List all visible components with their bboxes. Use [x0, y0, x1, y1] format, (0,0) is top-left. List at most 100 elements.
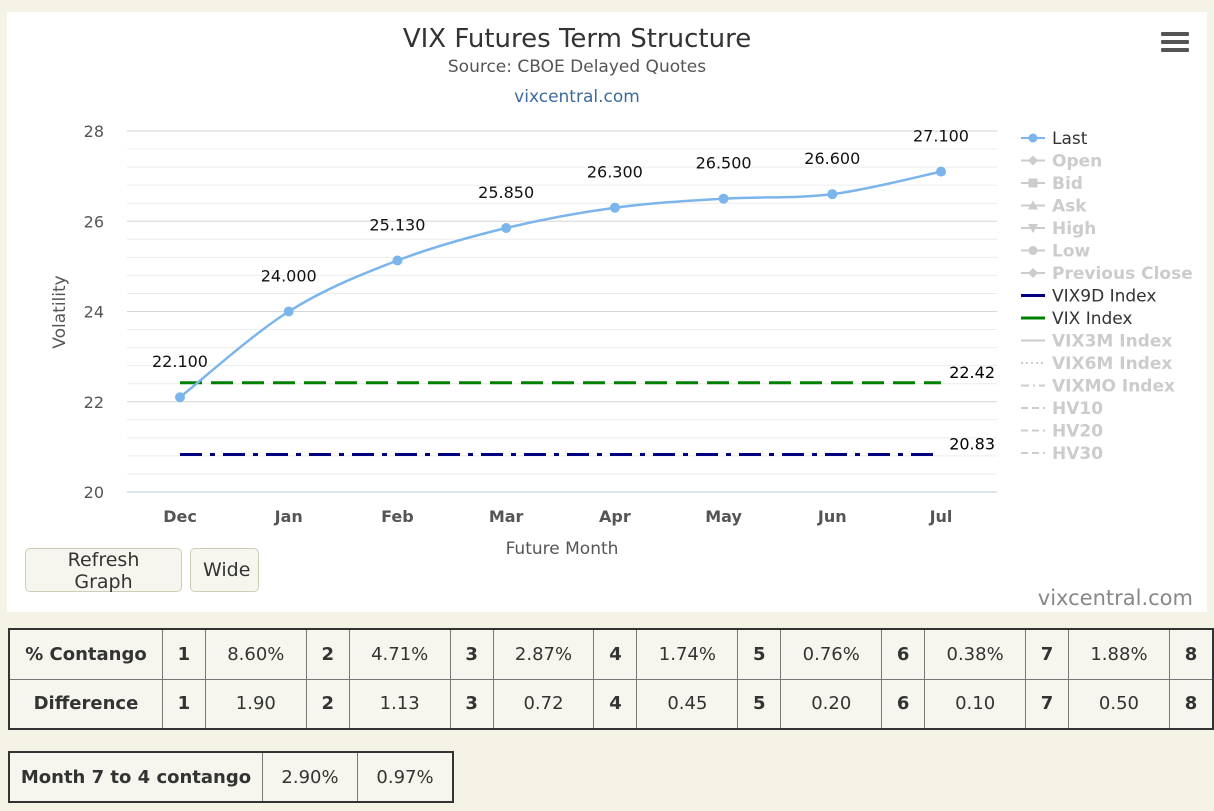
- legend-label: VIX6M Index: [1052, 354, 1172, 374]
- contango-table: % Contango 1 8.60% 2 4.71% 3 2.87% 4 1.7…: [8, 628, 1214, 730]
- last-data-point: [392, 255, 403, 266]
- legend-label: VIX Index: [1052, 309, 1133, 329]
- legend-item-vix9d-index[interactable]: VIX9D Index: [1021, 287, 1156, 307]
- legend-label: HV10: [1052, 399, 1103, 419]
- legend-label: VIXMO Index: [1052, 377, 1175, 397]
- x-tick-label: Mar: [489, 507, 524, 526]
- legend-marker: [1028, 224, 1038, 233]
- legend-item-high[interactable]: High: [1021, 219, 1096, 239]
- month-number: 2: [305, 628, 350, 680]
- wide-button[interactable]: Wide: [190, 548, 259, 592]
- watermark: vixcentral.com: [1037, 586, 1193, 610]
- axis-layer: 20 22 24 26 28 Dec Jan Feb Mar Apr May Jun Jul: [84, 122, 997, 526]
- vix-index-label: 22.42: [949, 363, 995, 382]
- hamburger-menu-icon[interactable]: [1161, 32, 1189, 56]
- legend-item-vix3m-index[interactable]: VIX3M Index: [1021, 332, 1172, 352]
- y-tick-label: 24: [84, 303, 104, 322]
- last-data-label: 24.000: [261, 267, 317, 286]
- legend-label: Last: [1052, 129, 1088, 149]
- last-data-point: [936, 166, 946, 177]
- month-number: 4: [593, 628, 638, 680]
- month-number: 8: [1168, 678, 1214, 730]
- contango-value: 1.74%: [636, 628, 739, 680]
- table-row: % Contango 1 8.60% 2 4.71% 3 2.87% 4 1.7…: [8, 628, 1214, 680]
- y-tick-label: 20: [84, 483, 104, 502]
- x-tick-label: May: [705, 507, 742, 526]
- contango-value: 1.88%: [1068, 628, 1170, 680]
- legend-item-hv30[interactable]: HV30: [1021, 444, 1103, 464]
- month-number: 3: [449, 628, 494, 680]
- y-tick-label: 28: [84, 122, 104, 141]
- last-data-label: 25.850: [478, 183, 534, 202]
- last-data-label: 25.130: [369, 216, 425, 235]
- month-number: 4: [593, 678, 638, 730]
- legend-item-bid[interactable]: Bid: [1021, 174, 1083, 194]
- x-tick-label: Apr: [599, 507, 631, 526]
- row-header: Difference: [8, 678, 163, 730]
- x-tick-label: Jan: [274, 507, 303, 526]
- legend-label: High: [1052, 219, 1096, 239]
- legend-marker: [1028, 133, 1038, 143]
- legend-marker: [1028, 155, 1038, 166]
- legend-item-ask[interactable]: Ask: [1021, 197, 1087, 217]
- difference-value: 0.20: [780, 678, 883, 730]
- contango-value: 0.38%: [924, 628, 1027, 680]
- contango-value: 2.87%: [492, 628, 595, 680]
- month-number: 1: [161, 628, 206, 680]
- month-number: 6: [881, 678, 926, 730]
- term-structure-chart: VIX Futures Term Structure Source: CBOE …: [50, 24, 1193, 559]
- row-header: % Contango: [8, 628, 163, 680]
- difference-value: 0.10: [924, 678, 1027, 730]
- legend-label: Bid: [1052, 174, 1083, 194]
- chart-subtitle: Source: CBOE Delayed Quotes: [448, 57, 706, 77]
- legend-item-hv20[interactable]: HV20: [1021, 422, 1103, 442]
- legend-item-vix-index[interactable]: VIX Index: [1021, 309, 1133, 329]
- legend-label: Open: [1052, 152, 1102, 172]
- month-number: 3: [449, 678, 494, 730]
- difference-value: 0.45: [636, 678, 739, 730]
- refresh-graph-button[interactable]: Refresh Graph: [25, 548, 182, 593]
- chart-panel: VIX Futures Term Structure Source: CBOE …: [7, 12, 1207, 612]
- last-data-point: [283, 306, 294, 317]
- last-data-point: [609, 202, 620, 213]
- grid-layer: [127, 130, 997, 493]
- legend-item-vixmo-index[interactable]: VIXMO Index: [1021, 377, 1175, 397]
- legend-label: VIX9D Index: [1052, 287, 1156, 307]
- last-data-point: [827, 189, 838, 200]
- last-data-label: 22.100: [152, 352, 208, 371]
- legend-item-hv10[interactable]: HV10: [1021, 399, 1103, 419]
- last-data-point: [718, 193, 729, 204]
- legend-marker: [1028, 246, 1038, 255]
- month-number: 6: [881, 628, 926, 680]
- y-axis-label: Volatility: [50, 275, 70, 348]
- last-data-label: 27.100: [913, 127, 969, 146]
- vix9d-index-label: 20.83: [949, 435, 995, 454]
- last-data-point: [501, 223, 512, 234]
- legend-item-last[interactable]: Last: [1021, 129, 1088, 149]
- y-tick-label: 26: [84, 212, 104, 231]
- chart-link[interactable]: vixcentral.com: [514, 87, 640, 107]
- legend-label: HV20: [1052, 422, 1103, 442]
- table-row: Month 7 to 4 contango 2.90% 0.97%: [8, 751, 454, 803]
- x-tick-label: Jul: [929, 507, 953, 526]
- month-number: 5: [737, 678, 782, 730]
- month-number: 7: [1025, 678, 1069, 730]
- legend-item-previous-close[interactable]: Previous Close: [1021, 264, 1193, 284]
- series-layer: 22.42 20.83 22.100 24.000 25.130 25.850 26.300…: [152, 127, 995, 457]
- legend-label: HV30: [1052, 444, 1103, 464]
- legend-item-vix6m-index[interactable]: VIX6M Index: [1021, 354, 1172, 374]
- y-tick-label: 22: [84, 393, 104, 412]
- legend-label: Ask: [1052, 197, 1087, 217]
- last-data-label: 26.500: [696, 154, 752, 173]
- month-number: 8: [1168, 628, 1214, 680]
- legend-label: VIX3M Index: [1052, 332, 1172, 352]
- legend-label: Low: [1052, 242, 1091, 262]
- legend-item-open[interactable]: Open: [1021, 152, 1102, 172]
- legend-item-low[interactable]: Low: [1021, 242, 1091, 262]
- contango-value: 0.76%: [780, 628, 883, 680]
- legend-marker: [1028, 268, 1038, 278]
- last-data-point: [175, 392, 185, 403]
- x-tick-label: Jun: [817, 507, 847, 526]
- legend-marker: [1028, 200, 1038, 210]
